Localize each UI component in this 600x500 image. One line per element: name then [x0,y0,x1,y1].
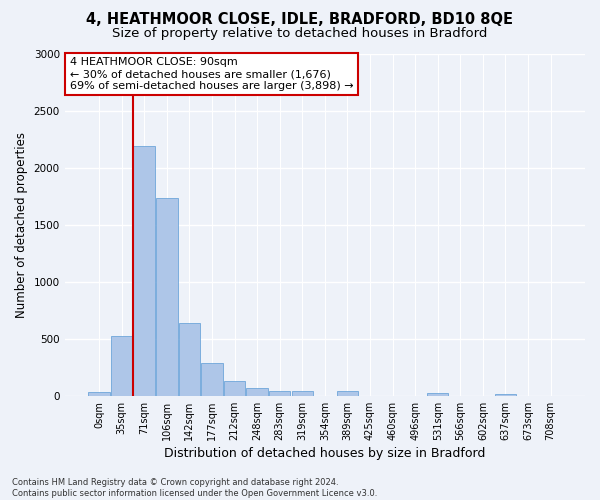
Text: Contains HM Land Registry data © Crown copyright and database right 2024.
Contai: Contains HM Land Registry data © Crown c… [12,478,377,498]
Bar [269,390,290,396]
Y-axis label: Number of detached properties: Number of detached properties [15,132,28,318]
X-axis label: Distribution of detached houses by size in Bradford: Distribution of detached houses by size … [164,447,485,460]
Text: Size of property relative to detached houses in Bradford: Size of property relative to detached ho… [112,28,488,40]
Bar [337,392,358,396]
Bar [201,363,223,396]
Bar [495,394,516,396]
Bar [247,388,268,396]
Bar [156,198,178,396]
Bar [179,324,200,396]
Bar [292,392,313,396]
Bar [88,392,110,396]
Text: 4, HEATHMOOR CLOSE, IDLE, BRADFORD, BD10 8QE: 4, HEATHMOOR CLOSE, IDLE, BRADFORD, BD10… [86,12,514,28]
Bar [224,381,245,396]
Bar [111,336,133,396]
Bar [133,146,155,396]
Bar [427,393,448,396]
Text: 4 HEATHMOOR CLOSE: 90sqm
← 30% of detached houses are smaller (1,676)
69% of sem: 4 HEATHMOOR CLOSE: 90sqm ← 30% of detach… [70,58,353,90]
